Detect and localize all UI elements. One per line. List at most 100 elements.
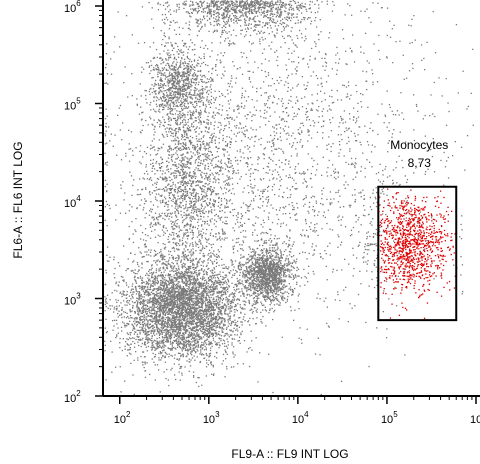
event-point (159, 323, 161, 326)
event-point (169, 279, 171, 281)
event-point (161, 321, 163, 323)
event-point (213, 311, 215, 313)
event-point (195, 296, 197, 298)
event-point (247, 280, 249, 282)
event-point (234, 295, 236, 298)
event-point (231, 301, 233, 303)
event-point (227, 321, 229, 323)
event-point (264, 259, 266, 261)
event-point (172, 304, 174, 306)
event-point (253, 291, 255, 293)
event-point (209, 326, 211, 328)
event-point (205, 325, 207, 327)
event-point (105, 305, 107, 308)
event-point (236, 298, 239, 300)
event-point (206, 264, 208, 267)
event-point (194, 318, 197, 320)
event-point (178, 257, 180, 259)
event-point (175, 324, 178, 326)
event-point (195, 311, 198, 313)
event-point (167, 294, 170, 296)
event-point (162, 295, 164, 297)
event-point (238, 340, 240, 342)
event-point (270, 302, 272, 304)
event-point (213, 274, 216, 277)
event-point (152, 297, 154, 299)
event-point (156, 288, 159, 290)
event-point (197, 318, 199, 320)
event-point (235, 269, 237, 272)
event-point (116, 301, 118, 303)
event-point (265, 310, 268, 312)
event-point (195, 307, 197, 309)
event-point (159, 330, 161, 332)
event-point (116, 305, 118, 307)
event-point (119, 366, 121, 368)
event-point (196, 348, 198, 351)
event-point (189, 261, 192, 263)
event-point (167, 295, 169, 297)
event-point (200, 316, 202, 318)
event-point (129, 303, 131, 305)
event-point (214, 341, 216, 343)
event-point (193, 300, 195, 302)
event-point (176, 305, 178, 307)
event-point (249, 324, 251, 326)
event-point (244, 279, 246, 282)
event-point (196, 329, 198, 331)
event-point (158, 300, 160, 302)
event-point (215, 262, 218, 264)
event-point (138, 285, 141, 287)
event-point (251, 312, 254, 314)
event-point (212, 313, 214, 316)
event-point (208, 290, 210, 292)
event-point (149, 301, 151, 303)
event-point (207, 313, 209, 315)
event-point (175, 268, 178, 270)
event-point (187, 299, 190, 301)
event-point (269, 308, 271, 310)
event-point (209, 352, 212, 354)
event-point (234, 319, 236, 321)
event-point (113, 306, 116, 308)
event-point (136, 324, 138, 326)
event-point (209, 320, 211, 322)
event-point (216, 288, 218, 290)
event-point (258, 264, 260, 266)
event-point (190, 294, 192, 296)
event-point (126, 312, 128, 314)
event-point (158, 314, 160, 316)
event-point (121, 349, 123, 352)
event-point (272, 297, 275, 299)
event-point (208, 331, 210, 333)
event-point (144, 361, 146, 364)
event-point (150, 288, 152, 291)
event-point (182, 322, 184, 324)
event-point (212, 324, 214, 326)
event-point (169, 300, 171, 302)
event-point (221, 317, 224, 320)
event-point (208, 301, 210, 304)
event-point (186, 268, 188, 270)
event-point (188, 272, 190, 274)
event-point (200, 346, 202, 348)
event-point (178, 289, 180, 291)
event-point (188, 334, 190, 336)
event-point (211, 328, 213, 330)
event-point (199, 338, 201, 340)
event-point (187, 350, 189, 352)
event-point (178, 326, 180, 328)
event-point (168, 312, 170, 314)
event-point (230, 324, 232, 327)
event-point (174, 326, 176, 328)
event-point (169, 301, 172, 303)
event-point (156, 310, 158, 312)
event-point (173, 328, 175, 331)
event-point (157, 280, 159, 283)
event-point (219, 311, 221, 314)
event-point (179, 285, 181, 287)
event-point (162, 311, 164, 314)
event-point (183, 259, 186, 261)
event-point (271, 267, 273, 269)
event-point (278, 289, 281, 291)
